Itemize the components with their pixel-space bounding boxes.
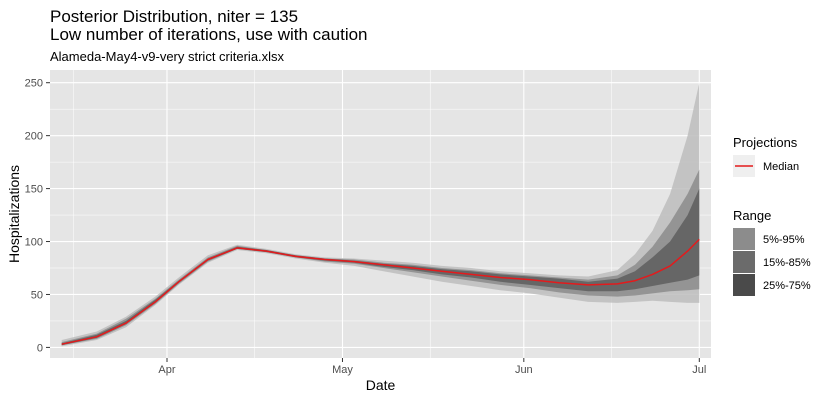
y-tick-label: 150	[25, 184, 43, 196]
chart-title-line2: Low number of iterations, use with cauti…	[50, 25, 368, 44]
x-axis: Apr May Jun Jul	[158, 358, 706, 376]
x-axis-label: Date	[366, 377, 396, 393]
plot-panel	[50, 70, 711, 358]
grid-minor	[50, 70, 711, 358]
chart-title: Posterior Distribution, niter = 135	[50, 7, 298, 26]
x-tick-label: Jun	[515, 364, 533, 376]
legend-range-title: Range	[733, 208, 771, 223]
y-tick-label: 100	[25, 237, 43, 249]
x-tick-label: Jul	[692, 364, 706, 376]
legend-swatch-25-75	[733, 274, 755, 296]
y-tick-label: 50	[31, 289, 43, 301]
legend-swatch-5-95	[733, 228, 755, 250]
x-tick-label: May	[332, 364, 353, 376]
legend-median-label: Median	[763, 161, 799, 173]
legend-swatch-15-85	[733, 251, 755, 273]
median-layer	[61, 238, 700, 345]
legend-label-15-85: 15%-85%	[763, 257, 811, 269]
legend-label-25-75: 25%-75%	[763, 280, 811, 292]
y-axis-label: Hospitalizations	[6, 165, 22, 263]
chart-subtitle: Alameda-May4-v9-very strict criteria.xls…	[50, 49, 285, 64]
y-tick-label: 0	[37, 342, 43, 354]
legend: Projections Median Range 5%-95% 15%-85% …	[733, 135, 811, 296]
legend-projections-title: Projections	[733, 135, 798, 150]
y-tick-label: 250	[25, 78, 43, 90]
legend-label-5-95: 5%-95%	[763, 234, 805, 246]
median-line	[61, 238, 700, 345]
x-tick-label: Apr	[158, 364, 175, 376]
y-tick-label: 200	[25, 131, 43, 143]
y-axis: 0 50 100 150 200 250	[25, 78, 50, 354]
